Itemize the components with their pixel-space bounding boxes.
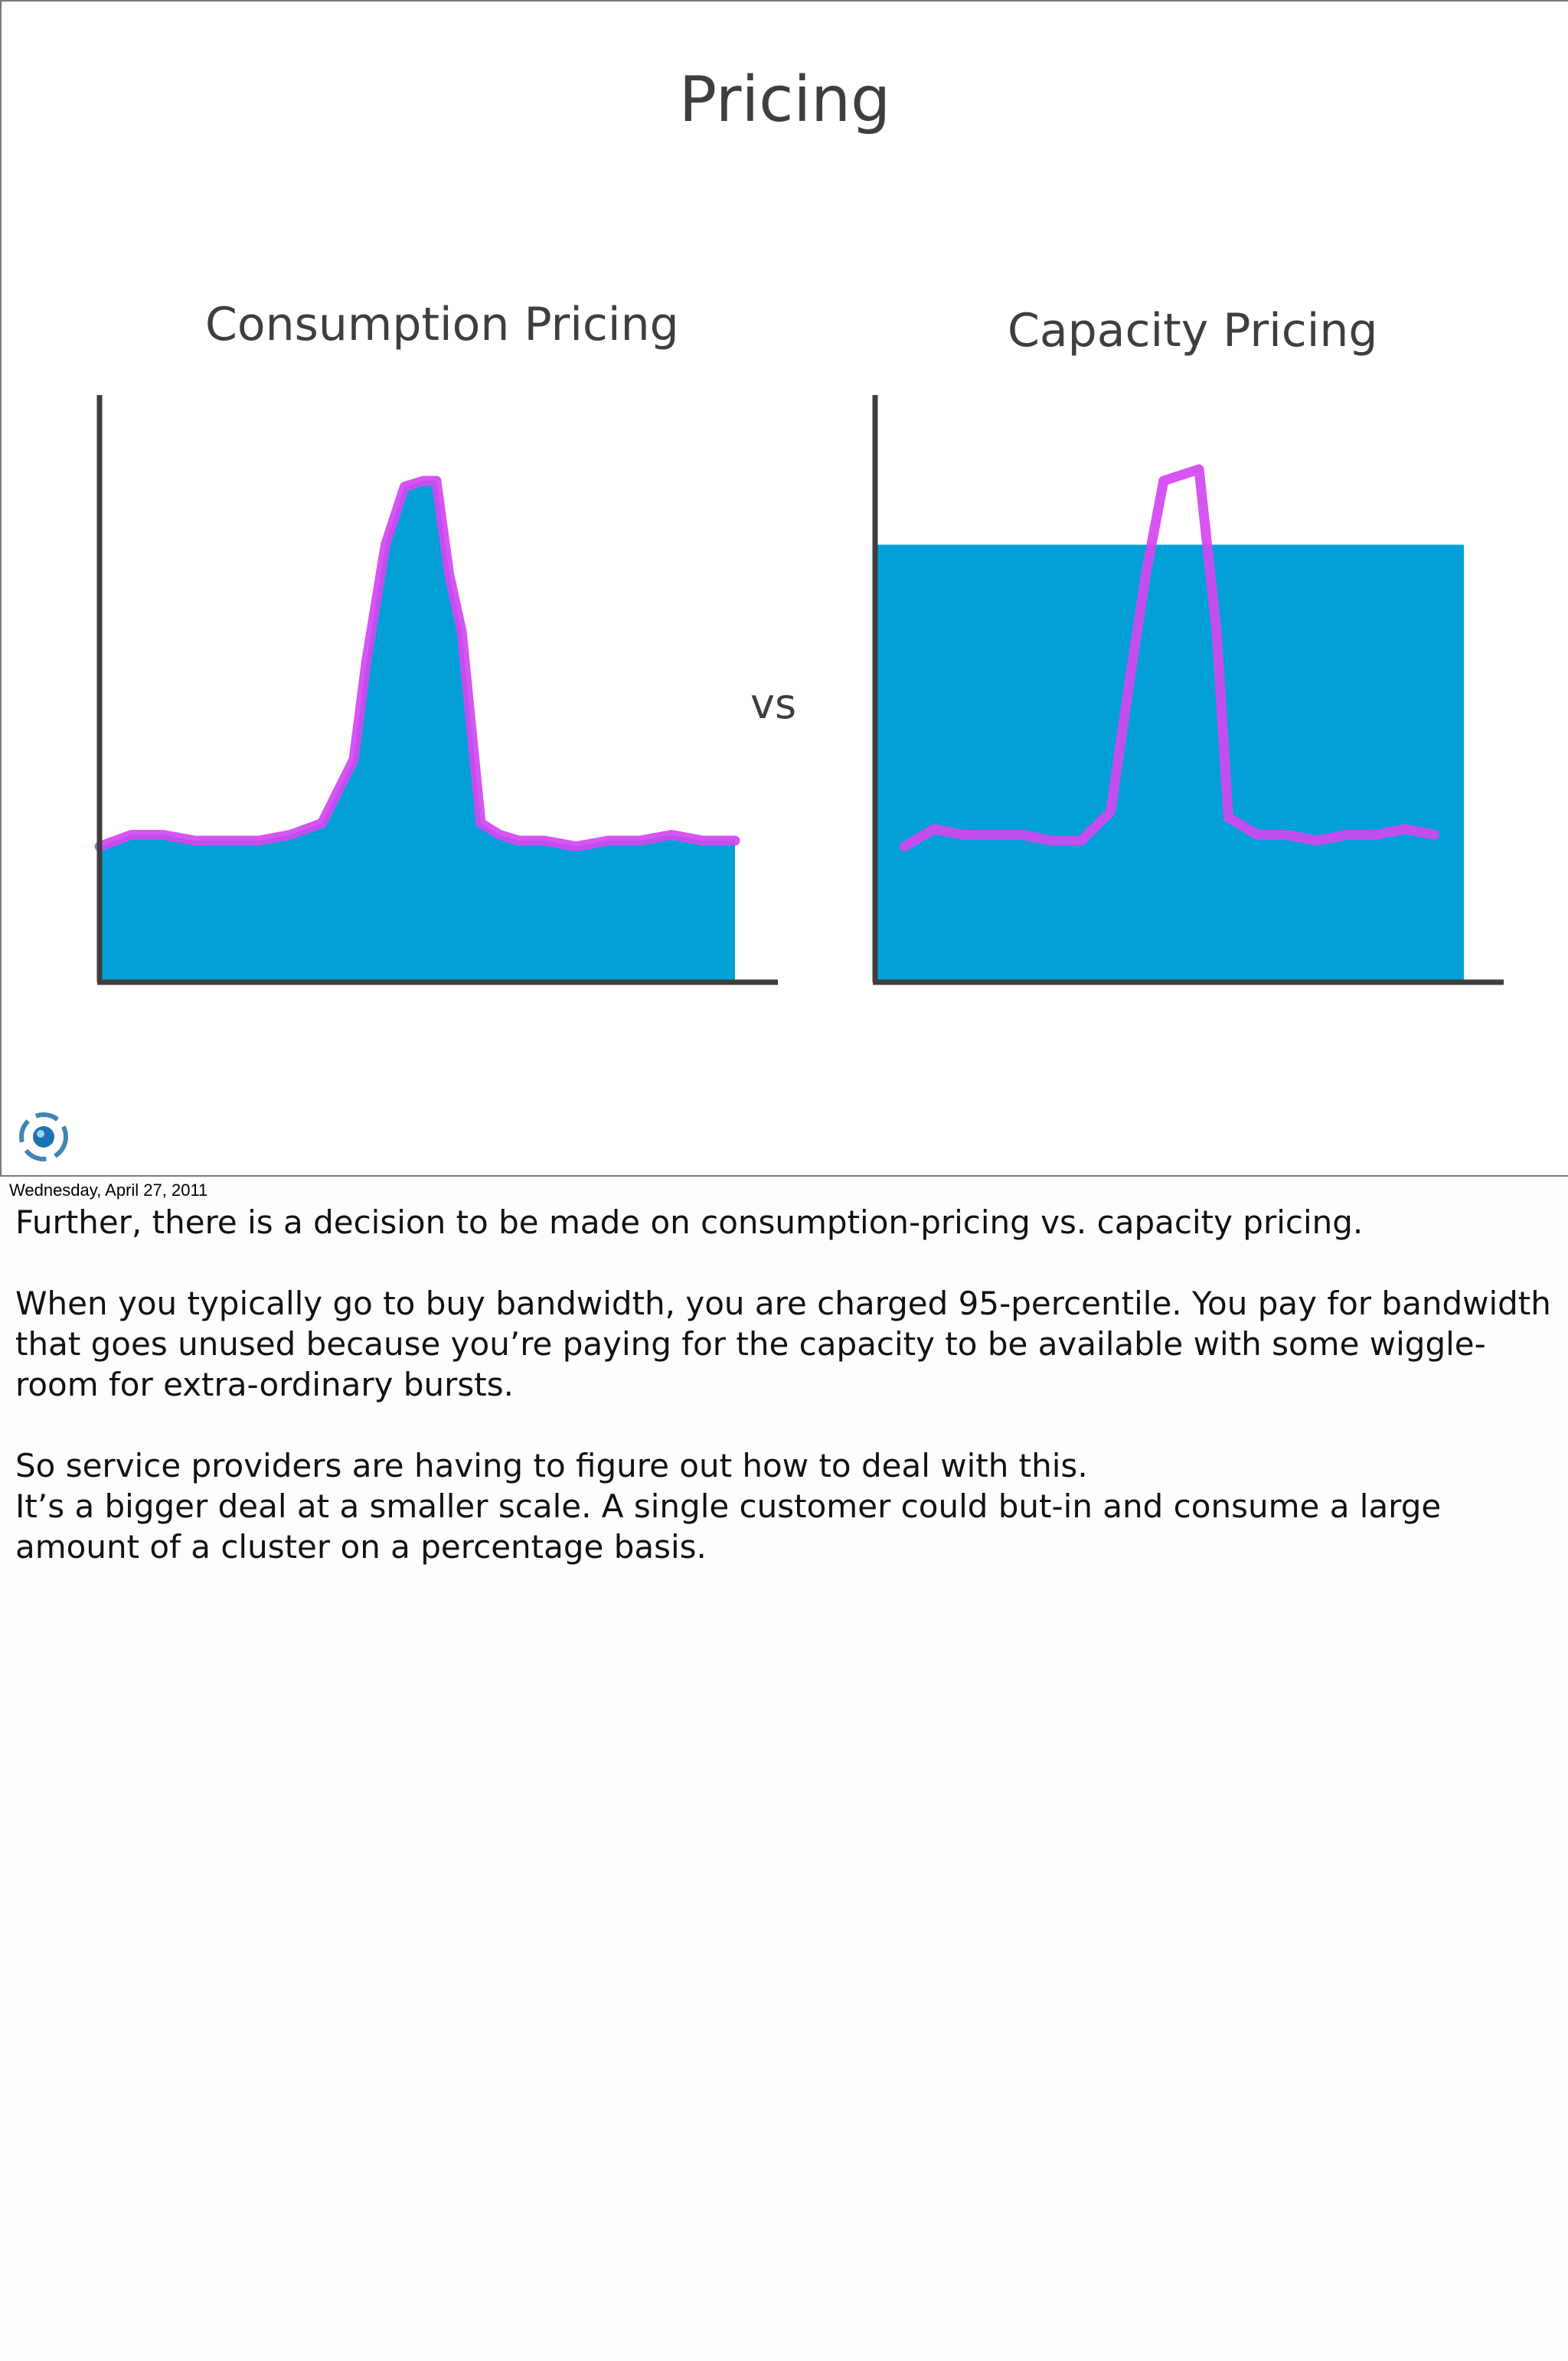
notes-paragraph: Further, there is a decision to be made … bbox=[15, 1203, 1364, 1241]
capacity-capacity-area bbox=[875, 544, 1464, 980]
consumption-chart-title: Consumption Pricing bbox=[205, 298, 679, 351]
slide-date: Wednesday, April 27, 2011 bbox=[9, 1180, 208, 1200]
notes-paragraph: When you typically go to buy bandwidth, … bbox=[15, 1285, 1551, 1403]
slide: Pricing Consumption Pricing Capacity Pri… bbox=[0, 0, 1568, 1177]
pricing-charts bbox=[94, 395, 1504, 985]
capacity-usage-line bbox=[900, 464, 1439, 852]
notes-paragraph: It’s a bigger deal at a smaller scale. A… bbox=[15, 1487, 1442, 1566]
vs-label: vs bbox=[750, 680, 797, 728]
capacity-chart-title: Capacity Pricing bbox=[1008, 304, 1378, 358]
slide-title: Pricing bbox=[678, 64, 891, 136]
company-logo-icon bbox=[19, 1112, 68, 1161]
consumption-usage-line bbox=[94, 475, 740, 852]
notes-paragraph: So service providers are having to figur… bbox=[15, 1447, 1088, 1484]
consumption-usage-area bbox=[100, 481, 735, 980]
speaker-notes: Further, there is a decision to be made … bbox=[15, 1202, 1554, 1567]
